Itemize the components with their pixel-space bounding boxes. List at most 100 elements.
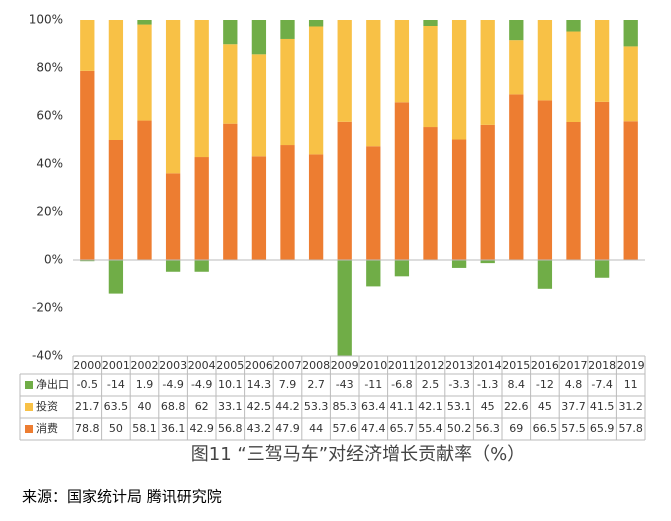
table-value: 57.8 xyxy=(618,422,643,435)
bar-segment xyxy=(308,20,324,27)
table-value: 14.3 xyxy=(247,378,272,391)
table-value: -14 xyxy=(107,378,125,391)
table-value: 41.1 xyxy=(390,400,415,413)
bar-segment xyxy=(509,94,524,261)
table-value: 85.3 xyxy=(332,400,357,413)
bar-segment xyxy=(308,154,324,260)
table-value: -3.3 xyxy=(448,378,469,391)
bar-segment xyxy=(509,40,524,95)
bar-segment xyxy=(537,100,553,261)
x-tick-label: 2004 xyxy=(188,359,216,372)
bar-segment xyxy=(594,260,610,278)
x-tick-label: 2014 xyxy=(474,359,502,372)
y-tick-label: -20% xyxy=(32,301,63,315)
x-tick-label: 2017 xyxy=(560,359,588,372)
table-value: 1.9 xyxy=(136,378,154,391)
table-value: 10.1 xyxy=(218,378,243,391)
table-value: 44 xyxy=(309,422,323,435)
x-tick-label: 2007 xyxy=(274,359,302,372)
bar-segment xyxy=(194,157,209,260)
x-tick-label: 2000 xyxy=(73,359,101,372)
bar-segment xyxy=(366,260,381,287)
chart-title: 图11 “三驾马车”对经济增长贡献率（%） xyxy=(191,444,525,465)
y-tick-label: 40% xyxy=(36,157,63,171)
bar-segment xyxy=(623,46,638,122)
x-tick-label: 2011 xyxy=(388,359,416,372)
table-value: 8.4 xyxy=(508,378,526,391)
bar-segment xyxy=(509,20,524,41)
table-value: -4.9 xyxy=(191,378,212,391)
bar-segment xyxy=(480,20,495,125)
table-value: -1.3 xyxy=(477,378,498,391)
bar-segment xyxy=(366,20,381,147)
table-value: 40 xyxy=(138,400,152,413)
table-value: 33.1 xyxy=(218,400,243,413)
bar-segment xyxy=(137,120,152,260)
bar-segment xyxy=(394,102,410,260)
bar-segment xyxy=(537,260,553,289)
y-tick-label: 80% xyxy=(36,61,63,75)
table-value: 47.9 xyxy=(275,422,300,435)
bar-segment xyxy=(223,44,238,124)
x-tick-label: 2015 xyxy=(502,359,530,372)
bar-segment xyxy=(108,140,124,260)
table-value: 50.2 xyxy=(447,422,472,435)
x-tick-label: 2018 xyxy=(588,359,616,372)
bar-segment xyxy=(165,173,181,260)
table-value: 50 xyxy=(109,422,123,435)
bar-segment xyxy=(623,20,638,47)
bar-segment xyxy=(337,121,352,260)
table-value: 4.8 xyxy=(565,378,583,391)
table-value: 78.8 xyxy=(75,422,100,435)
table-value: 53.1 xyxy=(447,400,472,413)
table-value: 63.4 xyxy=(361,400,386,413)
bar-segment xyxy=(480,260,495,264)
bar-segment xyxy=(623,121,638,260)
table-value: 7.9 xyxy=(279,378,297,391)
table-value: 36.1 xyxy=(161,422,186,435)
x-tick-label: 2005 xyxy=(216,359,244,372)
table-value: 66.5 xyxy=(533,422,558,435)
bar-segment xyxy=(165,20,181,174)
bar-segment xyxy=(194,20,209,158)
table-value: 47.4 xyxy=(361,422,386,435)
bar-segment xyxy=(137,24,152,121)
table-value: 42.5 xyxy=(247,400,272,413)
table-value: 63.5 xyxy=(104,400,129,413)
y-tick-label: 20% xyxy=(36,205,63,219)
table-value: 2.5 xyxy=(422,378,440,391)
x-tick-label: 2012 xyxy=(417,359,445,372)
legend-label: 投资 xyxy=(36,399,58,413)
legend-swatch xyxy=(25,403,33,411)
table-value: 58.1 xyxy=(132,422,157,435)
bar-segment xyxy=(280,38,295,146)
bar-segment xyxy=(223,123,238,261)
table-value: -43 xyxy=(336,378,354,391)
bar-segment xyxy=(165,260,181,272)
table-value: 65.7 xyxy=(390,422,415,435)
table-value: 44.2 xyxy=(275,400,300,413)
table-value: 65.9 xyxy=(590,422,615,435)
table-value: 62 xyxy=(195,400,209,413)
bar-segment xyxy=(108,20,124,140)
bar-segment xyxy=(480,124,495,260)
legend-swatch xyxy=(25,425,33,433)
y-tick-label: -40% xyxy=(32,349,63,363)
x-tick-label: 2010 xyxy=(359,359,387,372)
table-value: -0.5 xyxy=(77,378,98,391)
bar-segment xyxy=(194,260,209,272)
y-tick-label: 60% xyxy=(36,109,63,123)
bar-segment xyxy=(451,20,467,140)
bar-segment xyxy=(137,20,152,25)
table-value: 21.7 xyxy=(75,400,100,413)
bar-segment xyxy=(251,20,267,55)
bar-segment xyxy=(223,20,238,45)
table-value: 31.2 xyxy=(618,400,643,413)
table-value: 56.8 xyxy=(218,422,243,435)
bar-segment xyxy=(537,20,553,101)
table-value: 42.9 xyxy=(189,422,214,435)
table-value: 68.8 xyxy=(161,400,186,413)
table-value: 55.4 xyxy=(418,422,443,435)
x-tick-label: 2003 xyxy=(159,359,187,372)
table-value: 22.6 xyxy=(504,400,529,413)
